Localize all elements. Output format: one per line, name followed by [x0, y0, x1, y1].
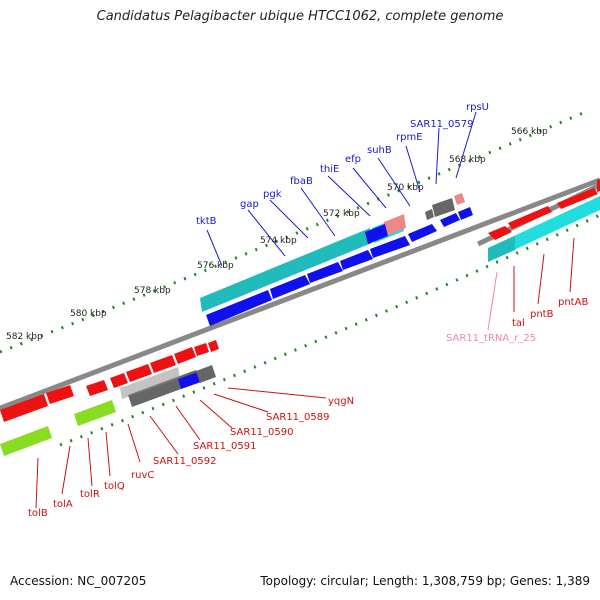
- scale-label: 582 kbp: [6, 332, 43, 342]
- map-title: Candidatus Pelagibacter ubique HTCC1062,…: [96, 9, 504, 24]
- teal-band-upper-dark: [488, 236, 515, 262]
- gene-fbaB: [340, 250, 373, 270]
- gray-block: [432, 198, 455, 217]
- gene-red-edge: [597, 179, 600, 192]
- gene-SAR11_0592: [150, 355, 176, 373]
- gene-SAR11_0579: [440, 213, 460, 227]
- gene-label-pntB: pntB: [530, 309, 554, 320]
- gene-pgk: [307, 262, 343, 283]
- gene-pntB: [508, 206, 552, 229]
- plus-leaders: [206, 111, 477, 267]
- gene-label-tolA: tolA: [53, 499, 73, 510]
- gene-label-yqgN: yqgN: [328, 396, 354, 407]
- gene-label-SAR11_0579: SAR11_0579: [410, 119, 474, 130]
- gene-label-tolQ: tolQ: [104, 481, 125, 492]
- gene-label-SAR11_0589: SAR11_0589: [266, 412, 330, 423]
- gene-label-thiE: thiE: [320, 164, 339, 175]
- gene-thiE: [365, 224, 388, 244]
- gene-pntAB: [557, 188, 598, 209]
- scale-label: 578 kbp: [134, 286, 171, 296]
- small-gray: [425, 209, 434, 220]
- gene-label-fbaB: fbaB: [290, 176, 313, 187]
- scale-label: 568 kbp: [449, 155, 486, 165]
- tick-row-upper: [0, 108, 591, 354]
- gene-tktB: [206, 290, 272, 326]
- gene-label-ruvC: ruvC: [131, 470, 154, 481]
- gene-label-SAR11_tRNA_r_25: SAR11_tRNA_r_25: [446, 333, 536, 344]
- gene-tal: [488, 226, 512, 240]
- teal-band-upper: [488, 196, 600, 262]
- gene-label-gap: gap: [240, 199, 259, 210]
- minus-labels: yqgN SAR11_0589 SAR11_0590 SAR11_0591 SA…: [28, 297, 588, 519]
- gene-label-pgk: pgk: [263, 189, 282, 200]
- gene-efp: [370, 236, 410, 258]
- gene-suhB: [408, 224, 437, 242]
- gene-label-SAR11_0592: SAR11_0592: [153, 456, 217, 467]
- scale-labels: 566 kbp 568 kbp 570 kbp 572 kbp 574 kbp …: [6, 127, 548, 342]
- gene-ruvC: [126, 364, 152, 382]
- scale-label: 570 kbp: [387, 183, 424, 193]
- gene-label-suhB: suhB: [367, 145, 392, 156]
- plus-labels: rpsU SAR11_0579 rpmE suhB efp thiE fbaB …: [196, 102, 489, 227]
- gene-label-tolR: tolR: [80, 489, 100, 500]
- teal-band: [200, 228, 372, 312]
- gene-SAR11_0591: [174, 347, 196, 364]
- gray-block-2: [196, 365, 216, 383]
- gene-tolA: [46, 385, 74, 404]
- gray-band-2: [120, 367, 180, 399]
- gene-label-SAR11_0590: SAR11_0590: [230, 427, 294, 438]
- gene-rpsU: [458, 207, 473, 220]
- scale-label: 580 kbp: [70, 309, 107, 319]
- tick-rows: [0, 108, 600, 447]
- topology-label: Topology: circular; Length: 1,308,759 bp…: [260, 574, 590, 588]
- gene-label-efp: efp: [345, 154, 361, 165]
- blue-block: [178, 372, 201, 389]
- gene-label-tktB: tktB: [196, 216, 217, 227]
- gene-tolB: [0, 394, 48, 422]
- lime-band-1: [0, 426, 52, 456]
- minus-strand-bands: [0, 340, 219, 456]
- gene-SAR11_0590: [194, 343, 209, 356]
- gene-label-pntAB: pntAB: [558, 297, 588, 308]
- accession-label: Accession: NC_007205: [10, 574, 147, 588]
- gene-gap: [270, 275, 310, 299]
- upper-segment: [476, 179, 600, 262]
- scale-label: 574 kbp: [260, 236, 297, 246]
- minus-leaders: [35, 237, 575, 509]
- pink-small: [454, 193, 465, 205]
- gene-tolR: [86, 380, 108, 396]
- pink-block: [384, 214, 406, 236]
- backbone-lower: [0, 177, 600, 411]
- trna-labels: SAR11_tRNA_r_25: [446, 271, 536, 344]
- gene-label-rpsU: rpsU: [466, 102, 489, 113]
- gene-label-tal: tal: [512, 318, 525, 329]
- scale-label: 566 kbp: [511, 127, 548, 137]
- lime-band-2: [74, 400, 116, 426]
- gene-label-tolB: tolB: [28, 508, 48, 519]
- gene-SAR11_0589: [208, 340, 219, 352]
- scale-label: 572 kbp: [323, 209, 360, 219]
- plus-strand-bands: [200, 193, 473, 326]
- gene-label-SAR11_0591: SAR11_0591: [193, 441, 257, 452]
- gene-label-rpmE: rpmE: [396, 132, 423, 143]
- scale-label: 576 kbp: [197, 261, 234, 271]
- backbone: [0, 177, 600, 411]
- gene-tolQ: [110, 373, 128, 388]
